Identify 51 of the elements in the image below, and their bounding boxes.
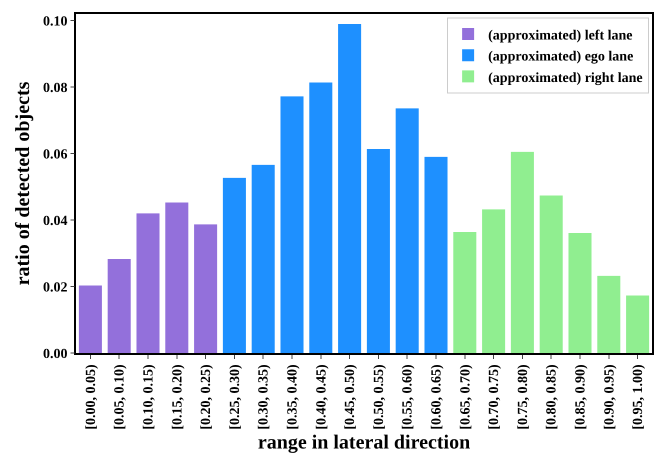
- y-tick-label: 0.02: [42, 280, 68, 296]
- bar: [165, 202, 188, 353]
- x-tick-label: [0.70, 0.75): [487, 364, 502, 430]
- x-tick-label: [0.95, 1.00): [631, 364, 646, 430]
- y-tick-label: 0.04: [42, 214, 68, 229]
- x-tick-label: [0.50, 0.55): [372, 364, 387, 430]
- bar: [453, 232, 476, 353]
- x-tick-label: [0.90, 0.95): [602, 364, 618, 430]
- bar: [626, 296, 650, 353]
- x-tick-label: [0.10, 0.15): [142, 364, 157, 430]
- bar: [482, 209, 506, 353]
- bar: [568, 233, 592, 353]
- x-tick-label: [0.75, 0.80): [516, 364, 531, 430]
- bar: [136, 213, 160, 353]
- y-tick-label: 0.10: [42, 14, 68, 30]
- x-tick-label: [0.25, 0.30): [228, 364, 243, 430]
- bar: [280, 96, 304, 353]
- x-tick-label: [0.20, 0.25): [199, 364, 214, 430]
- x-tick-label: [0.55, 0.60): [400, 364, 416, 430]
- bar: [194, 224, 218, 353]
- x-tick-label: [0.85, 0.90): [574, 364, 589, 430]
- x-tick-label: [0.45, 0.50): [343, 364, 358, 430]
- bar: [309, 82, 332, 353]
- legend-label: (approximated) ego lane: [488, 50, 634, 65]
- x-axis-title: range in lateral direction: [258, 432, 470, 454]
- bar: [396, 108, 419, 353]
- x-tick-label: [0.80, 0.85): [544, 364, 560, 430]
- x-tick-label: [0.05, 0.10): [112, 364, 128, 430]
- bar: [510, 152, 534, 353]
- bar: [78, 286, 102, 353]
- x-tick-label: [0.30, 0.35): [256, 364, 272, 430]
- x-tick-label: [0.40, 0.45): [314, 364, 330, 430]
- bar: [252, 164, 275, 353]
- bar: [424, 156, 448, 353]
- bar: [338, 24, 362, 353]
- y-tick-label: 0.08: [42, 81, 68, 96]
- legend-label: (approximated) right lane: [488, 70, 643, 86]
- y-tick-label: 0.06: [42, 147, 68, 162]
- x-tick-label: [0.60, 0.65): [430, 364, 445, 430]
- x-tick-label: [0.35, 0.40): [286, 364, 301, 430]
- legend-label: (approximated) left lane: [488, 28, 633, 44]
- bar: [366, 148, 390, 353]
- y-tick-label: 0.00: [42, 346, 68, 362]
- x-tick-label: [0.00, 0.05): [84, 364, 99, 430]
- y-axis-title: ratio of detected objects: [12, 81, 34, 286]
- bar: [222, 178, 246, 353]
- bar: [108, 258, 131, 353]
- bar: [597, 276, 620, 353]
- x-tick-label: [0.65, 0.70): [458, 364, 474, 430]
- bar: [540, 195, 563, 353]
- x-tick-label: [0.15, 0.20): [170, 364, 186, 430]
